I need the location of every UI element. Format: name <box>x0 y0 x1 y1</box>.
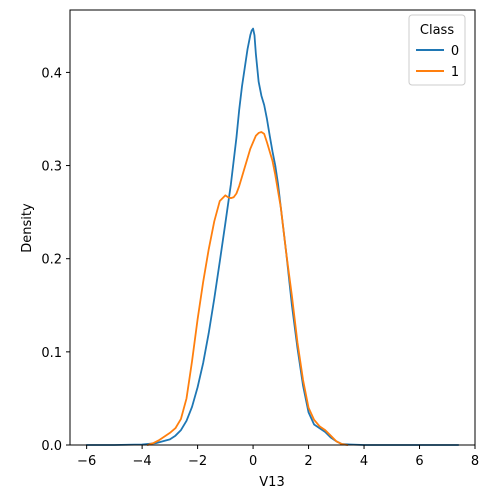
plot-frame <box>69 9 476 446</box>
legend-label-1: 1 <box>451 65 459 80</box>
x-tick-label: 2 <box>304 454 312 469</box>
y-tick-label: 0.3 <box>41 160 62 175</box>
x-tick-label: 0 <box>249 454 257 469</box>
y-axis-title: Density <box>20 203 35 253</box>
plot-area <box>85 27 460 446</box>
x-tick-label: −6 <box>77 454 96 469</box>
y-tick-label: 0.1 <box>41 346 62 361</box>
y-tick-label: 0.4 <box>41 66 62 81</box>
legend: Class 0 1 <box>408 14 466 86</box>
legend-title: Class <box>420 23 454 38</box>
axes: −6 −4 −2 0 2 4 6 8 0.0 0.1 0.2 0.3 0.4 <box>41 9 479 469</box>
y-tick-label: 0.0 <box>41 439 62 454</box>
x-tick-label: −2 <box>188 454 207 469</box>
series-line-0 <box>85 27 460 446</box>
y-tick-label: 0.2 <box>41 253 62 268</box>
x-tick-label: −4 <box>133 454 152 469</box>
x-tick-label: 4 <box>360 454 368 469</box>
legend-label-0: 0 <box>451 44 459 59</box>
x-tick-label: 6 <box>415 454 423 469</box>
x-tick-label: 8 <box>471 454 479 469</box>
x-axis-title: V13 <box>259 475 284 490</box>
series-line-1 <box>146 131 349 446</box>
